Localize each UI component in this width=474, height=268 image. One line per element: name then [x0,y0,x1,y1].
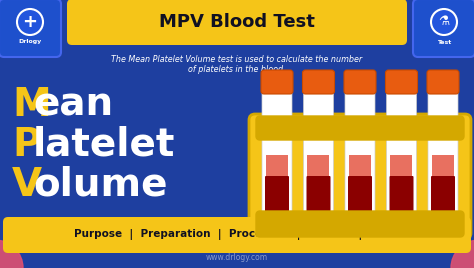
FancyBboxPatch shape [262,89,292,215]
FancyBboxPatch shape [386,89,417,215]
FancyBboxPatch shape [0,0,61,57]
FancyBboxPatch shape [261,70,293,94]
Text: P: P [12,126,40,164]
FancyBboxPatch shape [3,217,471,253]
Text: ⚗: ⚗ [438,16,450,28]
FancyBboxPatch shape [256,211,464,237]
FancyBboxPatch shape [349,155,371,177]
FancyBboxPatch shape [348,176,372,214]
FancyBboxPatch shape [303,89,334,215]
FancyBboxPatch shape [432,155,454,177]
FancyBboxPatch shape [391,155,412,177]
FancyBboxPatch shape [431,176,455,214]
FancyBboxPatch shape [344,70,376,94]
FancyBboxPatch shape [256,116,464,140]
FancyBboxPatch shape [427,70,459,94]
FancyBboxPatch shape [307,176,330,214]
Text: MPV Blood Test: MPV Blood Test [159,13,315,31]
FancyBboxPatch shape [385,70,418,94]
Text: M: M [12,86,51,124]
FancyBboxPatch shape [413,0,474,57]
FancyBboxPatch shape [67,0,407,45]
Text: The Mean Platelet Volume test is used to calculate the number: The Mean Platelet Volume test is used to… [111,55,363,65]
Text: V: V [12,166,42,204]
Circle shape [0,240,23,268]
FancyBboxPatch shape [302,70,335,94]
FancyBboxPatch shape [308,155,329,177]
Circle shape [431,9,457,35]
FancyBboxPatch shape [266,155,288,177]
FancyBboxPatch shape [345,89,375,215]
Circle shape [17,9,43,35]
Text: latelet: latelet [33,126,175,164]
Text: +: + [22,13,37,31]
Text: Test: Test [437,39,451,44]
FancyBboxPatch shape [428,89,458,215]
FancyBboxPatch shape [390,176,413,214]
Text: Purpose  |  Preparation  |  Procedure  |  Results  |  Price: Purpose | Preparation | Procedure | Resu… [74,229,400,240]
Text: Drlogy: Drlogy [18,39,42,44]
Text: www.drlogy.com: www.drlogy.com [206,254,268,262]
FancyBboxPatch shape [265,176,289,214]
Text: olume: olume [33,166,167,204]
FancyBboxPatch shape [249,114,471,239]
Circle shape [451,240,474,268]
Text: ean: ean [33,86,113,124]
Text: of platelets in the blood.: of platelets in the blood. [188,65,286,75]
